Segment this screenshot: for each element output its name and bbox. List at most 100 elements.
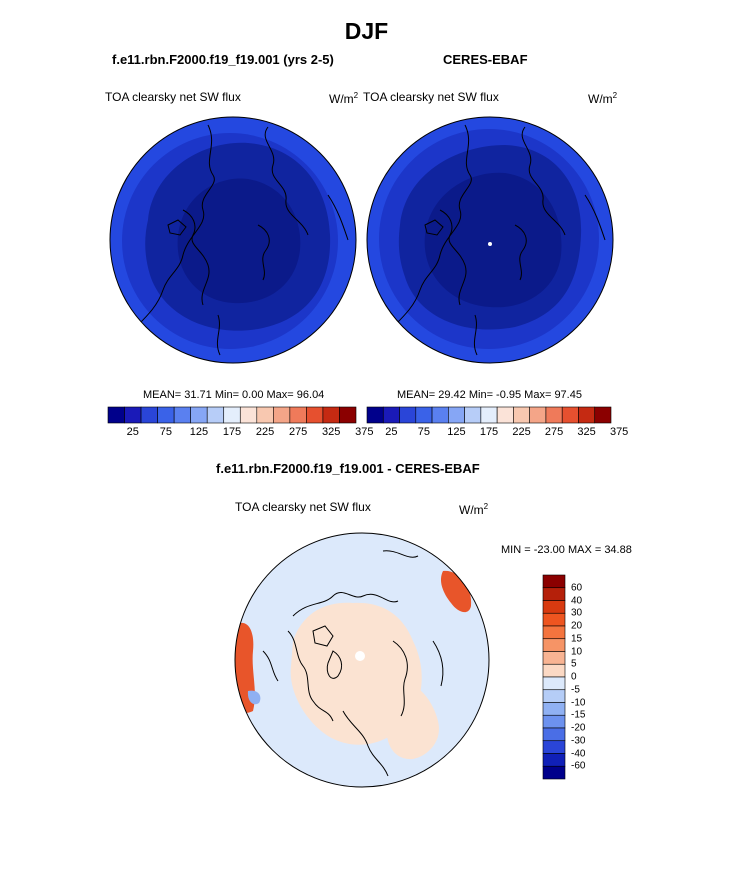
diff-pole-marker <box>355 651 365 661</box>
diff-colorbar-box <box>542 625 566 640</box>
diff-map-land <box>290 602 422 745</box>
right-colorbar-tick-label: 25 <box>385 426 398 438</box>
left-colorbar-box <box>256 406 274 424</box>
right-case-title: CERES-EBAF <box>443 52 528 67</box>
diff-colorbar-tick-label: -15 <box>571 709 586 721</box>
diff-colorbar-box <box>542 612 566 627</box>
diff-colorbar-tick-label: -60 <box>571 760 586 772</box>
diff-units-label: W/m2 <box>459 502 489 517</box>
right-colorbar-box <box>594 406 612 424</box>
left-colorbar-box <box>339 406 357 424</box>
right-colorbar-box <box>431 406 449 424</box>
diff-colorbar-box <box>542 663 566 678</box>
diff-colorbar-box <box>542 740 566 754</box>
diff-colorbar-box <box>542 727 566 742</box>
right-coastlines <box>394 124 606 356</box>
diff-colorbar-tick-label: -40 <box>571 748 586 759</box>
diff-colorbar-box <box>542 600 566 614</box>
diff-variable-label: TOA clearsky net SW flux <box>235 500 371 514</box>
right-stats: MEAN= 29.42 Min= -0.95 Max= 97.45 <box>397 389 582 401</box>
left-colorbar-box <box>206 406 225 424</box>
diff-colorbar-box <box>542 714 566 729</box>
left-units-label: W/m2 <box>329 91 359 106</box>
left-colorbar-tick-label: 375 <box>355 426 374 438</box>
right-colorbar-tick-label: 325 <box>577 426 596 438</box>
diff-colorbar-tick-label: 0 <box>571 671 577 683</box>
diff-colorbar-tick-label: -20 <box>571 722 586 734</box>
left-colorbar-tick-label: 75 <box>159 426 172 438</box>
left-colorbar-box <box>107 406 125 424</box>
diff-colorbar-ticks: 60 40 30 20 15 10 5 0 -5 -10 -15 -20 -30 -40 -60 <box>571 575 601 779</box>
diff-colorbar-tick-label: 20 <box>571 620 583 632</box>
diff-colorbar-tick-label: 5 <box>571 658 577 670</box>
diff-coastlines <box>262 550 444 777</box>
right-colorbar-tick-label: 275 <box>544 426 564 438</box>
diff-map-land-east <box>386 681 439 760</box>
figure-title: DJF <box>344 18 389 44</box>
right-colorbar-box <box>415 406 433 424</box>
left-colorbar-tick-label: 225 <box>255 426 275 438</box>
right-colorbar-box <box>513 406 530 424</box>
diff-colorbar-tick-label: 30 <box>571 607 583 619</box>
diff-colorbar-tick-label: -30 <box>571 735 586 747</box>
diff-colorbar-tick-label: 15 <box>571 633 583 645</box>
left-colorbar-box <box>140 406 158 424</box>
right-colorbar-box <box>382 406 400 424</box>
left-colorbar-box <box>273 406 291 424</box>
left-colorbar-box <box>239 406 258 424</box>
right-pole-marker <box>488 242 492 246</box>
diff-colorbar-box <box>542 689 566 703</box>
left-colorbar-tick-label: 125 <box>189 426 209 438</box>
diff-polar-map <box>234 532 490 788</box>
diff-minmax: MIN = -23.00 MAX = 34.88 <box>501 544 632 556</box>
left-colorbar-box <box>173 406 191 424</box>
right-colorbar-box <box>464 406 482 424</box>
left-colorbar-box <box>289 406 307 424</box>
right-colorbar-ticks: 25 75 125 175 225 275 325 375 <box>367 426 628 440</box>
diff-case-title: f.e11.rbn.F2000.f19_f19.001 - CERES-EBAF <box>216 461 480 476</box>
right-colorbar-box <box>480 406 498 424</box>
right-polar-map <box>366 116 614 364</box>
diff-colorbar-box <box>542 753 566 767</box>
left-colorbar-tick-label: 25 <box>126 426 139 438</box>
left-stats: MEAN= 31.71 Min= 0.00 Max= 96.04 <box>143 389 325 401</box>
right-colorbar-box <box>399 406 417 424</box>
right-colorbar-tick-label: 225 <box>512 426 531 438</box>
right-units-label: W/m2 <box>588 91 618 106</box>
left-colorbar-box <box>157 406 175 424</box>
diff-map-negative-west <box>247 690 261 705</box>
left-colorbar-box <box>223 406 241 424</box>
diff-colorbar-box <box>542 587 566 601</box>
left-polar-map <box>109 116 357 364</box>
left-colorbar <box>107 406 357 424</box>
diff-colorbar-box <box>542 702 566 716</box>
diff-colorbar-tick-label: -5 <box>571 684 580 696</box>
left-map-field-core <box>177 178 301 304</box>
right-colorbar-box <box>366 406 384 424</box>
diff-colorbar <box>542 574 566 780</box>
left-colorbar-ticks: 25 75 125 175 225 275 325 375 <box>108 426 374 440</box>
right-colorbar-tick-label: 75 <box>417 426 431 438</box>
right-colorbar-box <box>545 406 563 424</box>
left-case-title: f.e11.rbn.F2000.f19_f19.001 (yrs 2-5) <box>112 52 334 67</box>
left-colorbar-box <box>322 406 340 424</box>
left-map-border <box>109 116 357 364</box>
diff-colorbar-box <box>542 651 566 665</box>
right-colorbar-tick-label: 375 <box>609 426 629 438</box>
diff-colorbar-box <box>542 638 566 652</box>
left-colorbar-tick-label: 325 <box>322 426 341 438</box>
left-colorbar-box <box>124 406 142 424</box>
diff-colorbar-tick-label: 40 <box>571 595 583 606</box>
right-colorbar-tick-label: 175 <box>479 426 499 438</box>
right-map-border <box>366 116 614 364</box>
diff-colorbar-tick-label: 10 <box>571 646 583 657</box>
diff-colorbar-box <box>542 574 566 589</box>
diff-map-border <box>234 532 490 788</box>
right-colorbar-box <box>448 406 465 424</box>
right-variable-label: TOA clearsky net SW flux <box>363 90 499 104</box>
left-coastlines <box>137 124 349 356</box>
right-colorbar-box <box>529 406 547 424</box>
diff-colorbar-box <box>542 765 566 780</box>
right-colorbar <box>366 406 612 424</box>
diff-colorbar-box <box>542 676 566 691</box>
